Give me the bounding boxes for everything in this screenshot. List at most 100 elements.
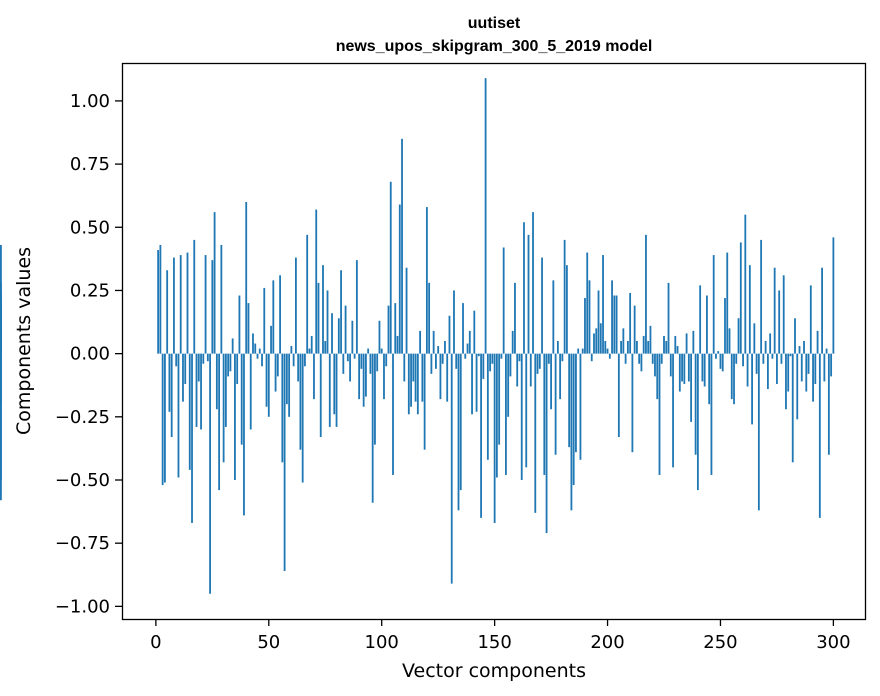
bar <box>778 290 781 354</box>
bar <box>579 353 582 460</box>
bar <box>818 353 821 518</box>
bar <box>473 310 476 354</box>
bar <box>739 242 742 354</box>
bar <box>331 313 333 354</box>
bar <box>766 353 769 390</box>
bar <box>687 353 690 382</box>
bar <box>696 353 699 491</box>
y-tick-label: 0.25 <box>70 280 110 301</box>
bar <box>276 353 279 377</box>
bar <box>435 353 437 369</box>
bar <box>351 320 354 354</box>
bar <box>444 341 446 354</box>
bar <box>245 202 248 354</box>
bar <box>523 222 525 354</box>
bar <box>362 353 365 407</box>
x-tick-label: 150 <box>477 632 511 653</box>
bar <box>712 255 715 354</box>
bar <box>236 353 239 384</box>
bar <box>401 138 403 354</box>
bar <box>525 353 528 468</box>
bar <box>157 250 160 354</box>
bar <box>0 353 2 501</box>
bar <box>690 353 693 422</box>
bar <box>333 353 336 415</box>
bar <box>265 353 268 407</box>
bar <box>613 295 616 354</box>
bar <box>728 328 731 354</box>
bar <box>498 353 501 445</box>
bar <box>640 353 643 372</box>
bar <box>505 353 507 475</box>
bar <box>319 353 322 438</box>
y-tick-label: 1.00 <box>70 91 110 112</box>
bar <box>432 330 435 354</box>
bar <box>744 214 747 354</box>
bar <box>805 353 808 392</box>
bar <box>462 303 464 354</box>
y-tick-label: −0.50 <box>55 470 110 491</box>
bar <box>615 295 618 354</box>
x-axis-label: Vector components <box>402 660 586 682</box>
bar <box>328 353 331 427</box>
bar <box>164 353 166 483</box>
bar <box>654 353 656 377</box>
bar <box>538 353 541 369</box>
bar <box>753 323 756 354</box>
x-tick-label: 300 <box>816 632 850 653</box>
bar <box>480 353 482 518</box>
bar <box>369 353 372 374</box>
bar <box>342 353 345 374</box>
bar <box>218 353 221 491</box>
bar <box>717 351 720 354</box>
bar <box>310 335 313 354</box>
x-tick-label: 200 <box>590 632 624 653</box>
bar <box>746 353 749 387</box>
bar <box>715 353 717 359</box>
bar <box>692 330 695 354</box>
bar <box>437 346 440 354</box>
bar <box>694 353 697 455</box>
bar <box>489 353 492 372</box>
bar <box>719 353 722 369</box>
bar <box>385 353 388 367</box>
bar <box>674 335 677 354</box>
bar <box>536 353 539 374</box>
bar <box>0 328 2 354</box>
bar <box>308 348 311 354</box>
bar <box>290 346 293 354</box>
bar <box>227 353 230 377</box>
bar <box>832 237 835 354</box>
bar <box>396 335 399 354</box>
plot-frame <box>121 62 867 621</box>
bar <box>419 330 422 354</box>
bar <box>656 353 659 400</box>
bar <box>645 234 647 354</box>
bar <box>389 181 392 354</box>
bar <box>672 353 674 468</box>
chart-title: uutiset <box>468 15 521 32</box>
bar <box>608 353 611 359</box>
bar <box>602 255 604 354</box>
bar <box>527 234 530 354</box>
bar <box>222 353 225 463</box>
bar <box>161 353 164 486</box>
bar <box>500 353 503 359</box>
bar <box>477 353 480 357</box>
bar <box>825 348 828 354</box>
bar <box>213 212 216 354</box>
bar <box>405 267 408 354</box>
y-tick-label: 0.75 <box>70 154 110 175</box>
bar <box>317 282 320 354</box>
bar <box>561 353 564 362</box>
bar <box>446 353 449 402</box>
bar <box>279 275 281 354</box>
bar <box>249 353 252 430</box>
bar <box>197 353 200 382</box>
bar <box>224 353 227 427</box>
bar <box>550 353 552 410</box>
bar <box>733 353 735 405</box>
bar <box>773 267 776 354</box>
bar <box>414 353 417 402</box>
bar <box>365 353 367 397</box>
